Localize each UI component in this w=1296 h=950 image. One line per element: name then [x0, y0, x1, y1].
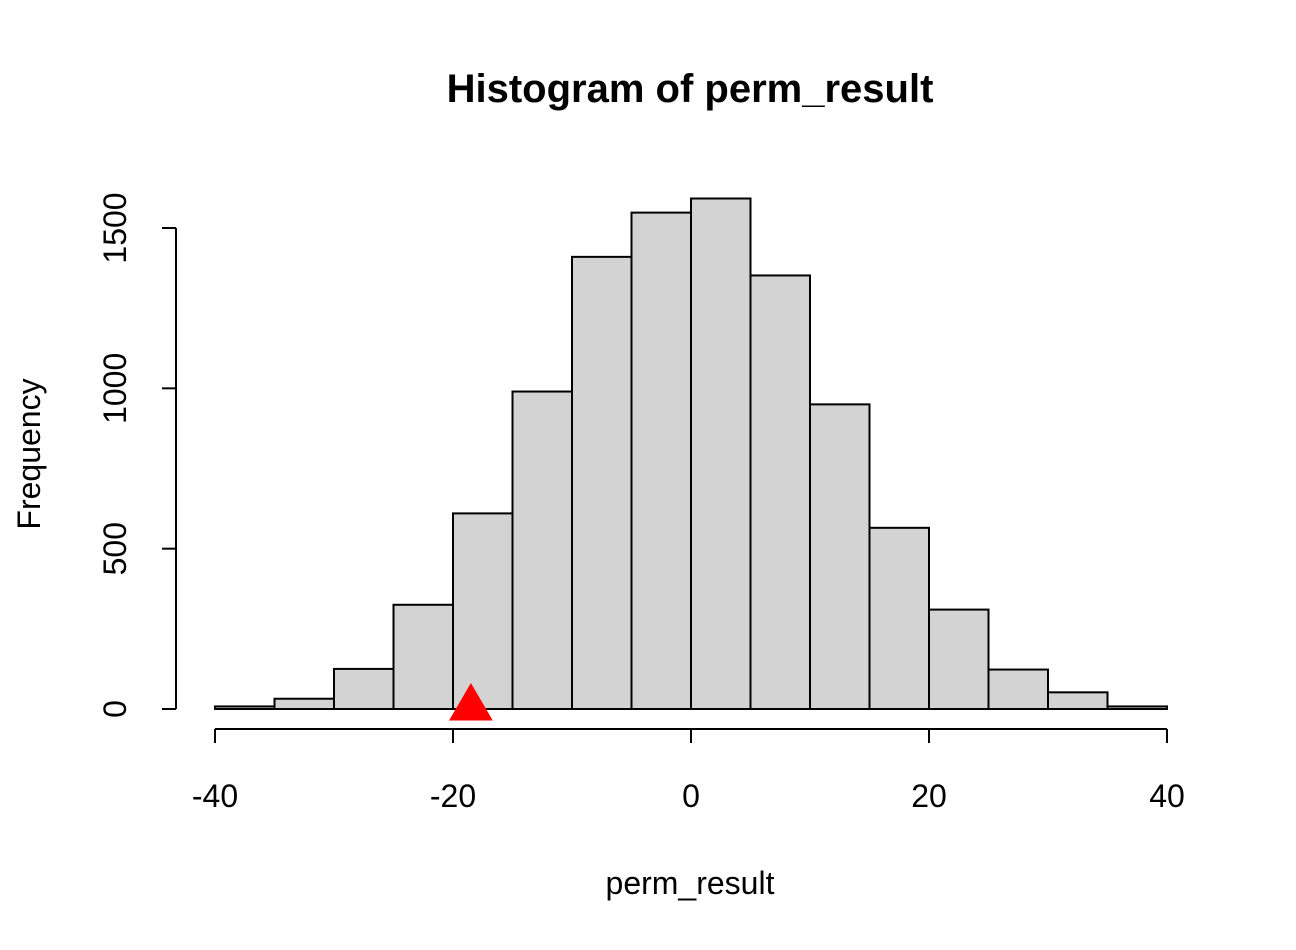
histogram-bar [630, 211, 692, 711]
x-tick-label: -20 [430, 778, 476, 814]
histogram-bar [928, 608, 990, 711]
y-tick-label: 1500 [97, 192, 133, 263]
x-tick-label: 40 [1149, 778, 1185, 814]
y-tick-label: 500 [97, 522, 133, 575]
observed-value-marker [449, 683, 493, 721]
x-tick-label: 0 [682, 778, 700, 814]
histogram-bar [690, 197, 752, 710]
chart-title: Histogram of perm_result [447, 67, 934, 111]
x-tick-label: 20 [911, 778, 947, 814]
histogram-bar [273, 697, 335, 710]
histogram-bar [1047, 691, 1109, 711]
bars-group [214, 197, 1168, 711]
histogram-bar [571, 255, 633, 710]
x-tick-label: -40 [192, 778, 238, 814]
histogram-bar [987, 668, 1049, 710]
histogram-bar [214, 705, 276, 710]
y-tick-label: 0 [97, 700, 133, 718]
histogram-bar [868, 526, 930, 710]
histogram-bar [452, 512, 514, 711]
histogram-bar [333, 667, 395, 710]
histogram-bar [1106, 705, 1168, 710]
y-axis: 0 500 1000 1500 [97, 192, 177, 718]
y-axis-label: Frequency [11, 378, 47, 529]
marker-layer [449, 683, 493, 721]
histogram-bar [511, 390, 573, 710]
histogram-bar [749, 274, 811, 710]
y-tick-label: 1000 [97, 353, 133, 424]
histogram-bar [809, 403, 871, 710]
x-axis: -40 -20 0 20 40 [192, 728, 1185, 814]
x-axis-label: perm_result [606, 865, 775, 901]
histogram-bar [392, 603, 454, 711]
